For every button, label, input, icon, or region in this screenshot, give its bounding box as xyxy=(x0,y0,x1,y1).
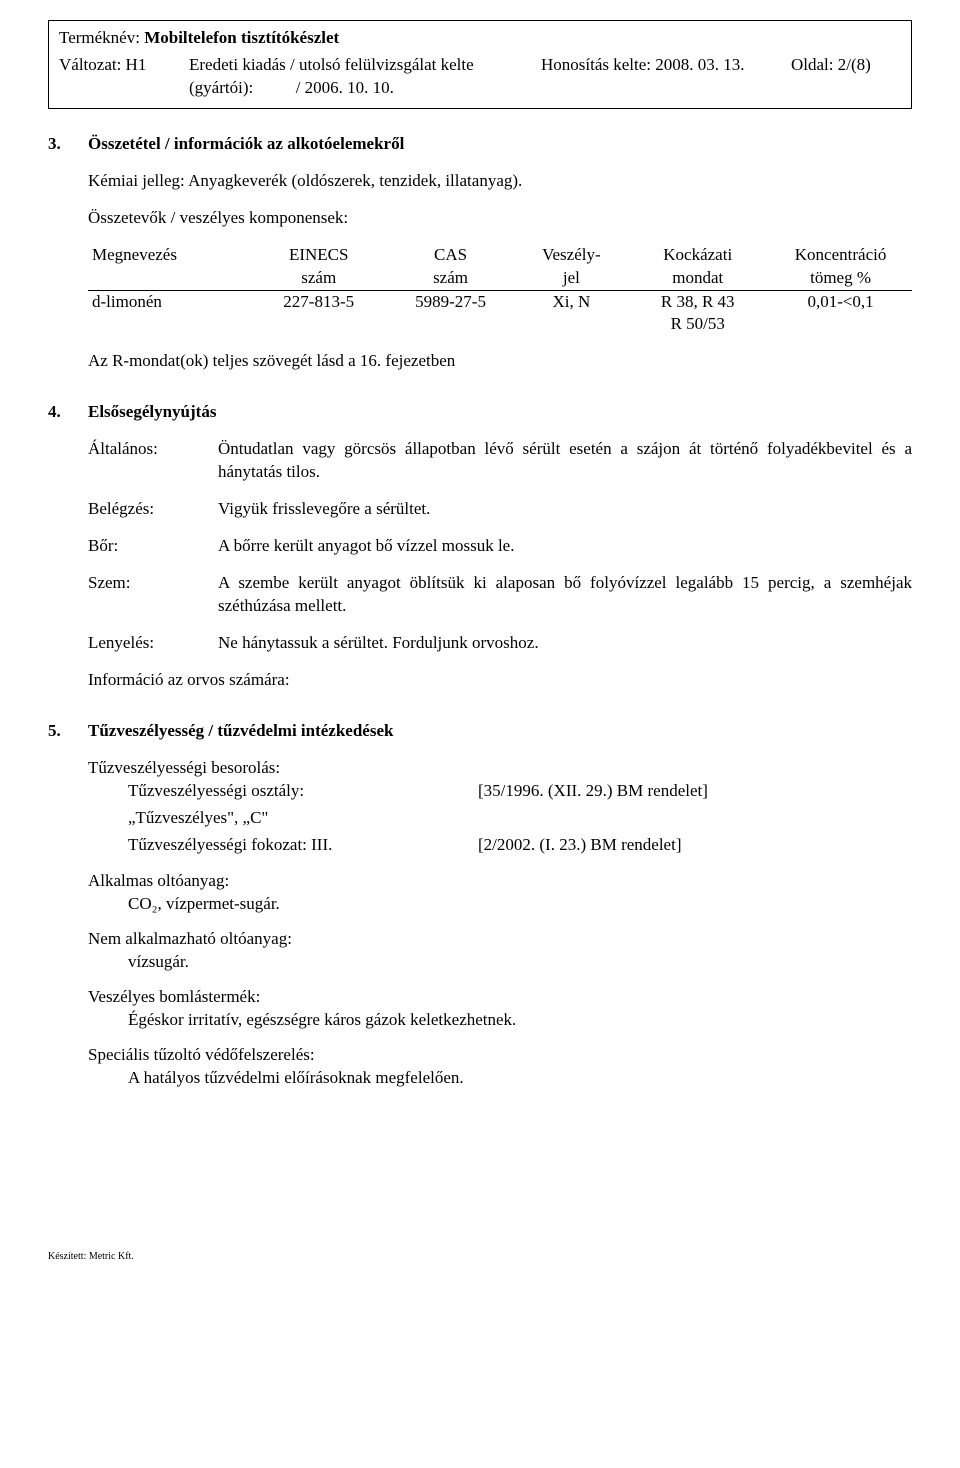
section-3-number: 3. xyxy=(48,133,88,156)
firstaid-eye: Szem: A szembe került anyagot öblítsük k… xyxy=(88,572,912,618)
product-name: Mobiltelefon tisztítókészlet xyxy=(144,28,339,47)
col-einecs-2: szám xyxy=(253,267,385,290)
firstaid-swallow-value: Ne hánytassuk a sérültet. Forduljunk orv… xyxy=(218,632,912,655)
firstaid-general-value: Öntudatlan vagy görcsös állapotban lévő … xyxy=(218,438,912,484)
section-3-heading: 3. Összetétel / információk az alkotóele… xyxy=(48,133,912,156)
fire-class-sub: „Tűzveszélyes", „C" xyxy=(88,807,912,830)
decomposition-value: Égéskor irritatív, egészségre káros gázo… xyxy=(88,1009,912,1032)
firstaid-inhale: Belégzés: Vigyük frisslevegőre a sérülte… xyxy=(88,498,912,521)
product-label: Terméknév: xyxy=(59,28,144,47)
doctor-info: Információ az orvos számára: xyxy=(88,669,912,692)
r-phrase-note: Az R-mondat(ok) teljes szövegét lásd a 1… xyxy=(88,350,912,373)
approval-date: Honosítás kelte: 2008. 03. 13. xyxy=(541,54,791,77)
fire-class-head: Tűzveszélyességi besorolás: xyxy=(88,757,912,780)
decomposition-label: Veszélyes bomlástermék: xyxy=(88,986,912,1009)
section-3-title: Összetétel / információk az alkotóelemek… xyxy=(88,133,404,156)
extinguish-no-label: Nem alkalmazható oltóanyag: xyxy=(88,928,912,951)
section-5-heading: 5. Tűzveszélyesség / tűzvédelmi intézked… xyxy=(48,720,912,743)
cell-risk-1: R 38, R 43 xyxy=(626,290,769,313)
cell-name: d-limonén xyxy=(88,290,253,313)
fire-class-label: Tűzveszélyességi osztály: xyxy=(128,780,478,803)
extinguish-ok: Alkalmas oltóanyag: CO₂, vízpermet-sugár… xyxy=(88,870,912,916)
section-4-heading: 4. Elsősegélynyújtás xyxy=(48,401,912,424)
header-meta-row2: (gyártói): / 2006. 10. 10. xyxy=(59,77,901,100)
section-4-number: 4. xyxy=(48,401,88,424)
extinguish-ok-value: CO₂, vízpermet-sugár. xyxy=(88,893,912,916)
fire-class-row2: Tűzveszélyességi fokozat: III. [2/2002. … xyxy=(88,834,912,857)
components-table: Megnevezés EINECS CAS Veszély- Kockázati… xyxy=(88,244,912,337)
document-header: Terméknév: Mobiltelefon tisztítókészlet … xyxy=(48,20,912,109)
col-cas-1: CAS xyxy=(385,244,517,267)
firstaid-swallow: Lenyelés: Ne hánytassuk a sérültet. Ford… xyxy=(88,632,912,655)
section-5-title: Tűzveszélyesség / tűzvédelmi intézkedése… xyxy=(88,720,393,743)
col-conc-2: tömeg % xyxy=(769,267,912,290)
col-hazard-1: Veszély- xyxy=(516,244,626,267)
firstaid-general-label: Általános: xyxy=(88,438,218,484)
section-4: 4. Elsősegélynyújtás Általános: Öntudatl… xyxy=(48,401,912,691)
original-issue-sub-label: (gyártói): xyxy=(189,78,253,97)
cell-hazard: Xi, N xyxy=(516,290,626,313)
header-product-row: Terméknév: Mobiltelefon tisztítókészlet xyxy=(59,27,901,50)
cell-einecs: 227-813-5 xyxy=(253,290,385,313)
original-issue-label: Eredeti kiadás / utolsó felülvizsgálat k… xyxy=(189,54,541,77)
fire-equipment-label: Speciális tűzoltó védőfelszerelés: xyxy=(88,1044,912,1067)
table-header-row2: szám szám jel mondat tömeg % xyxy=(88,267,912,290)
table-row-cont: R 50/53 xyxy=(88,313,912,336)
fire-grade-label: Tűzveszélyességi fokozat: III. xyxy=(128,834,478,857)
cell-conc: 0,01-<0,1 xyxy=(769,290,912,313)
col-conc-1: Koncentráció xyxy=(769,244,912,267)
extinguish-no-value: vízsugár. xyxy=(88,951,912,974)
firstaid-inhale-value: Vigyük frisslevegőre a sérültet. xyxy=(218,498,912,521)
col-cas-2: szám xyxy=(385,267,517,290)
col-risk-1: Kockázati xyxy=(626,244,769,267)
firstaid-skin-value: A bőrre került anyagot bő vízzel mossuk … xyxy=(218,535,912,558)
page-number: Oldal: 2/(8) xyxy=(791,54,901,77)
fire-class-ref2: [2/2002. (I. 23.) BM rendelet] xyxy=(478,834,912,857)
original-issue-sub-value: / 2006. 10. 10. xyxy=(296,78,394,97)
firstaid-eye-label: Szem: xyxy=(88,572,218,618)
cell-cas: 5989-27-5 xyxy=(385,290,517,313)
firstaid-swallow-label: Lenyelés: xyxy=(88,632,218,655)
chemical-nature: Kémiai jelleg: Anyagkeverék (oldószerek,… xyxy=(88,170,912,193)
fire-class-ref1: [35/1996. (XII. 29.) BM rendelet] xyxy=(478,780,912,803)
section-3: 3. Összetétel / információk az alkotóele… xyxy=(48,133,912,374)
section-5: 5. Tűzveszélyesség / tűzvédelmi intézked… xyxy=(48,720,912,1090)
decomposition: Veszélyes bomlástermék: Égéskor irritatí… xyxy=(88,986,912,1032)
firstaid-eye-value: A szembe került anyagot öblítsük ki alap… xyxy=(218,572,912,618)
firstaid-skin-label: Bőr: xyxy=(88,535,218,558)
components-label: Összetevők / veszélyes komponensek: xyxy=(88,207,912,230)
fire-equipment-value: A hatályos tűzvédelmi előírásoknak megfe… xyxy=(88,1067,912,1090)
col-einecs-1: EINECS xyxy=(253,244,385,267)
firstaid-general: Általános: Öntudatlan vagy görcsös állap… xyxy=(88,438,912,484)
col-hazard-2: jel xyxy=(516,267,626,290)
col-name: Megnevezés xyxy=(88,244,253,267)
col-risk-2: mondat xyxy=(626,267,769,290)
extinguish-no: Nem alkalmazható oltóanyag: vízsugár. xyxy=(88,928,912,974)
table-row: d-limonén 227-813-5 5989-27-5 Xi, N R 38… xyxy=(88,290,912,313)
footer-author: Készített: Metric Kft. xyxy=(48,1250,912,1264)
fire-class-row1: Tűzveszélyességi osztály: [35/1996. (XII… xyxy=(88,780,912,803)
firstaid-inhale-label: Belégzés: xyxy=(88,498,218,521)
extinguish-ok-label: Alkalmas oltóanyag: xyxy=(88,870,912,893)
header-meta-row: Változat: H1 Eredeti kiadás / utolsó fel… xyxy=(59,54,901,77)
section-4-title: Elsősegélynyújtás xyxy=(88,401,216,424)
fire-equipment: Speciális tűzoltó védőfelszerelés: A hat… xyxy=(88,1044,912,1090)
firstaid-skin: Bőr: A bőrre került anyagot bő vízzel mo… xyxy=(88,535,912,558)
section-5-number: 5. xyxy=(48,720,88,743)
variant-label: Változat: H1 xyxy=(59,54,189,77)
table-header-row1: Megnevezés EINECS CAS Veszély- Kockázati… xyxy=(88,244,912,267)
cell-risk-2: R 50/53 xyxy=(626,313,769,336)
